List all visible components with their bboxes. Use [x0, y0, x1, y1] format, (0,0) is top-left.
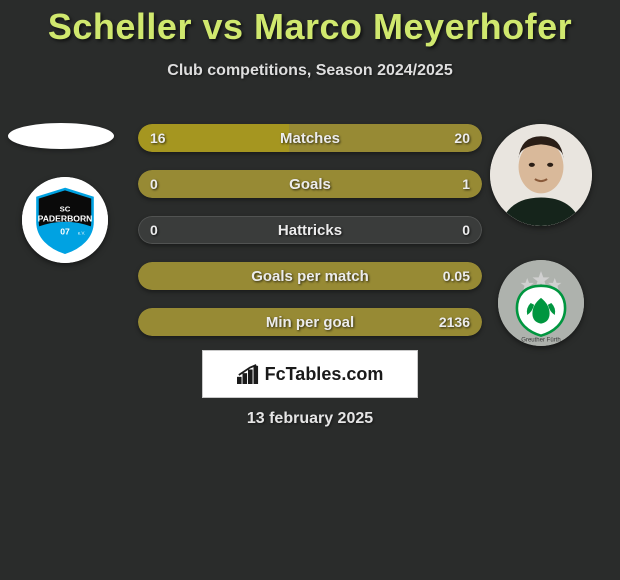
stat-bar-left-fill — [138, 124, 289, 152]
stat-row: Matches1620 — [138, 124, 482, 152]
brand-chart-icon — [237, 364, 259, 384]
right-player-avatar — [490, 124, 592, 226]
svg-text:Greuther Fürth: Greuther Fürth — [521, 338, 560, 344]
left-club-crest: SC PADERBORN 07 e.V. — [22, 177, 108, 263]
svg-text:07: 07 — [60, 227, 70, 237]
svg-text:SC: SC — [60, 204, 71, 213]
generated-date: 13 february 2025 — [0, 410, 620, 428]
svg-text:e.V.: e.V. — [78, 231, 85, 236]
subtitle: Club competitions, Season 2024/2025 — [0, 62, 620, 80]
brand-watermark: FcTables.com — [202, 350, 418, 398]
stat-bar-bg — [138, 170, 482, 198]
page-title: Scheller vs Marco Meyerhofer — [0, 0, 620, 48]
svg-text:PADERBORN: PADERBORN — [38, 214, 93, 224]
stat-row: Goals per match0.05 — [138, 262, 482, 290]
stat-row: Min per goal2136 — [138, 308, 482, 336]
stat-row: Hattricks00 — [138, 216, 482, 244]
stat-bar-bg — [138, 216, 482, 244]
stat-row: Goals01 — [138, 170, 482, 198]
right-club-crest: Greuther Fürth — [498, 260, 584, 346]
brand-text: FcTables.com — [265, 364, 384, 385]
stat-bar-bg — [138, 308, 482, 336]
stat-bar-right-fill — [289, 124, 482, 152]
left-player-avatar — [8, 123, 114, 149]
stat-bars: Matches1620 Goals01 Hattricks00 Goals per m… — [138, 124, 482, 354]
stat-bar-bg — [138, 262, 482, 290]
